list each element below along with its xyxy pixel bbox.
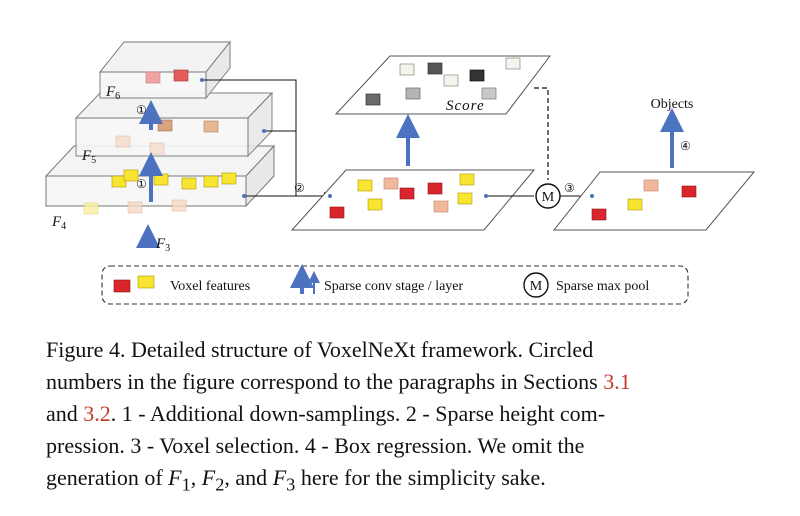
objects-label: Objects (651, 97, 694, 112)
section-ref-3-2[interactable]: 3.2 (83, 401, 111, 426)
caption-line-1: Figure 4. Detailed structure of VoxelNeX… (46, 337, 594, 362)
f3-input-label: F3 (155, 236, 170, 254)
f4-voxels (83, 169, 237, 215)
f3-subscript: 3 (286, 474, 296, 495)
score-label: Score (446, 98, 485, 114)
f6-label: F6 (105, 84, 120, 102)
f6-label-text: F (105, 84, 116, 100)
legend: Voxel features Sparse conv stage / layer… (101, 264, 689, 305)
step-1b: ① (136, 177, 147, 191)
voxelnext-diagram: F6 F5 F4 ① ① F3 ② (44, 40, 756, 305)
step-1a: ① (136, 103, 147, 117)
f1-subscript: 1 (181, 474, 191, 495)
f4-label-text: F (51, 214, 62, 230)
caption-line-2-text: numbers in the figure correspond to the … (46, 369, 604, 394)
f5-label: F5 (81, 148, 96, 166)
score-to-maxpool (534, 87, 549, 180)
caption-line-3-text: . 1 - Additional down-samplings. 2 - Spa… (110, 401, 606, 426)
legend-max-pool-symbol: M (530, 279, 543, 294)
step-2: ② (294, 181, 305, 195)
caption-line-5-lead: generation of (46, 465, 169, 490)
f1-symbol: F (168, 465, 182, 490)
max-pool-symbol: M (542, 190, 555, 205)
caption-line-5: generation of F1, F2, and F3 here for th… (46, 462, 766, 500)
caption-line-2: numbers in the figure correspond to the … (46, 366, 766, 398)
max-pool-node: M (535, 183, 561, 209)
legend-voxel-features: Voxel features (170, 279, 250, 294)
bev-plane (290, 169, 536, 231)
f5-box (74, 91, 274, 158)
f6-box (98, 40, 232, 100)
conv-arrows (136, 100, 163, 248)
f5-voxels (115, 119, 219, 155)
f5-label-text: F (81, 148, 92, 164)
caption-line-4: pression. 3 - Voxel selection. 4 - Box r… (46, 433, 585, 458)
caption-sep-1: , (190, 465, 202, 490)
caption-line-3-lead: and (46, 401, 84, 426)
f2-symbol: F (201, 465, 216, 490)
caption-line-5-text: here for the simplicity sake. (295, 465, 546, 490)
height-compression-lines (202, 79, 332, 200)
caption-sep-2: , and (224, 465, 273, 490)
score-plane (334, 55, 552, 115)
f2-subscript: 2 (215, 474, 225, 495)
f3-symbol: F (272, 465, 287, 490)
figure-caption: Figure 4. Detailed structure of VoxelNeX… (46, 334, 766, 500)
f4-label: F4 (51, 214, 66, 232)
f6-voxels (145, 69, 189, 84)
step-3: ③ (564, 181, 575, 195)
legend-sparse-conv: Sparse conv stage / layer (324, 279, 464, 294)
step-4: ④ (680, 139, 691, 153)
section-ref-3-1[interactable]: 3.1 (603, 369, 631, 394)
output-plane (552, 171, 756, 231)
caption-line-3: and 3.2. 1 - Additional down-samplings. … (46, 398, 766, 430)
legend-sparse-max-pool: Sparse max pool (556, 279, 649, 294)
